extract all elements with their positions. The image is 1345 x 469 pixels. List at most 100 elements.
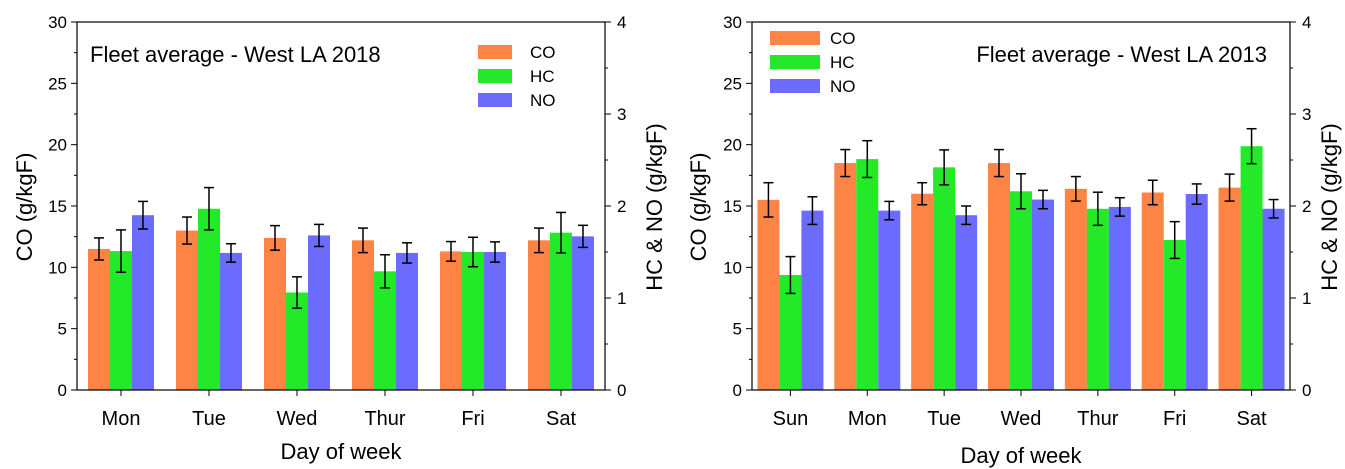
bar-hc bbox=[1240, 146, 1263, 390]
bar-no bbox=[1108, 206, 1131, 390]
bar-no bbox=[1032, 199, 1054, 390]
x-tick-label: Tue bbox=[927, 408, 961, 430]
bar-co bbox=[1218, 187, 1241, 390]
chart-panel-2013: Fleet average - West LA 2013 Day of week… bbox=[686, 13, 1342, 468]
bar-co bbox=[834, 163, 857, 390]
bar-hc bbox=[198, 208, 220, 390]
y-tick-label: 25 bbox=[723, 74, 742, 93]
error-bar-co bbox=[763, 181, 774, 218]
bar-co bbox=[528, 240, 550, 390]
bar-co bbox=[88, 248, 110, 390]
error-bar-hc bbox=[1169, 220, 1180, 260]
bar-hc bbox=[933, 167, 956, 390]
legend-swatch-no bbox=[770, 79, 820, 93]
y-tick-label: 25 bbox=[48, 74, 67, 93]
error-bar-hc bbox=[785, 255, 796, 295]
error-bar-no bbox=[138, 200, 148, 230]
legend-swatch-hc bbox=[478, 69, 512, 83]
legend-swatch-no bbox=[478, 93, 512, 107]
x-tick-label: Mon bbox=[102, 408, 141, 430]
y-tick-label: 30 bbox=[723, 13, 742, 32]
y-tick-label: 0 bbox=[58, 381, 67, 400]
bar-co bbox=[757, 199, 780, 390]
x-tick-label: Sat bbox=[546, 408, 576, 430]
error-bar-no bbox=[1268, 198, 1279, 219]
x-tick-label: Mon bbox=[848, 408, 887, 430]
error-bar-co bbox=[994, 148, 1004, 178]
error-bar-co bbox=[534, 227, 544, 254]
legend-swatch-hc bbox=[770, 55, 820, 69]
y-tick-label: 15 bbox=[723, 197, 742, 216]
error-bar-co bbox=[358, 227, 368, 254]
legend-label-no: NO bbox=[830, 77, 856, 96]
bar-no bbox=[878, 210, 901, 390]
bar-hc bbox=[1010, 191, 1032, 390]
y2-tick-label: 1 bbox=[1302, 289, 1311, 308]
y2-tick-label: 2 bbox=[1302, 197, 1311, 216]
bar-co bbox=[1064, 188, 1087, 390]
error-bar-no bbox=[1038, 189, 1048, 210]
chart-title: Fleet average - West LA 2018 bbox=[90, 42, 381, 67]
bar-hc bbox=[1086, 208, 1109, 390]
legend-label-hc: HC bbox=[530, 67, 555, 86]
y-tick-label: 10 bbox=[723, 258, 742, 277]
bar-no bbox=[955, 215, 978, 390]
y-tick-label: 20 bbox=[723, 136, 742, 155]
bar-hc bbox=[856, 159, 879, 390]
error-bar-hc bbox=[468, 236, 478, 268]
error-bar-no bbox=[961, 205, 972, 226]
plot-frame bbox=[76, 21, 606, 391]
y2-tick-label: 3 bbox=[1302, 105, 1311, 124]
error-bar-no bbox=[1114, 196, 1125, 217]
x-tick-label: Fri bbox=[1163, 408, 1186, 430]
y-tick-label: 0 bbox=[733, 381, 742, 400]
x-tick-label: Wed bbox=[277, 408, 318, 430]
legend-swatch-co bbox=[770, 31, 820, 45]
y-tick-label: 5 bbox=[733, 320, 742, 339]
error-bar-co bbox=[1224, 173, 1235, 202]
x-tick-label: Fri bbox=[461, 408, 484, 430]
error-bar-co bbox=[1147, 179, 1158, 206]
bar-no bbox=[1185, 194, 1208, 390]
bar-co bbox=[911, 193, 934, 390]
y2-tick-label: 2 bbox=[617, 197, 626, 216]
error-bar-hc bbox=[1016, 173, 1026, 210]
error-bar-hc bbox=[1246, 127, 1257, 165]
error-bar-co bbox=[94, 237, 104, 261]
x-tick-label: Tue bbox=[192, 408, 226, 430]
y2-tick-label: 0 bbox=[1302, 381, 1311, 400]
bar-hc bbox=[286, 292, 308, 390]
y-tick-label: 20 bbox=[48, 136, 67, 155]
bar-no bbox=[132, 215, 154, 390]
bar-co bbox=[264, 237, 286, 390]
error-bar-hc bbox=[556, 211, 566, 254]
error-bar-hc bbox=[204, 186, 214, 231]
legend-label-no: NO bbox=[530, 91, 556, 110]
error-bar-hc bbox=[116, 229, 126, 273]
error-bar-co bbox=[917, 181, 928, 206]
error-bar-no bbox=[1191, 183, 1202, 205]
error-bar-no bbox=[314, 223, 324, 248]
chart-title: Fleet average - West LA 2013 bbox=[976, 42, 1267, 67]
error-bar-hc bbox=[939, 149, 950, 186]
y-tick-label: 10 bbox=[48, 258, 67, 277]
error-bar-hc bbox=[1092, 191, 1103, 227]
bar-no bbox=[572, 236, 594, 390]
y-tick-label: 5 bbox=[58, 320, 67, 339]
legend-swatch-co bbox=[478, 45, 512, 59]
x-tick-label: Sun bbox=[773, 408, 809, 430]
y-tick-label: 30 bbox=[48, 13, 67, 32]
y2-tick-label: 3 bbox=[617, 105, 626, 124]
error-bar-hc bbox=[380, 254, 390, 289]
error-bar-no bbox=[402, 242, 412, 264]
bar-no bbox=[1262, 208, 1285, 390]
x-tick-label: Wed bbox=[1001, 408, 1042, 430]
legend-label-co: CO bbox=[530, 43, 556, 62]
x-tick-label: Thur bbox=[1077, 408, 1118, 430]
bar-hc bbox=[779, 275, 802, 390]
bar-co bbox=[352, 240, 374, 390]
bar-co bbox=[988, 163, 1010, 390]
bar-hc bbox=[550, 232, 572, 390]
error-bar-hc bbox=[292, 276, 302, 309]
